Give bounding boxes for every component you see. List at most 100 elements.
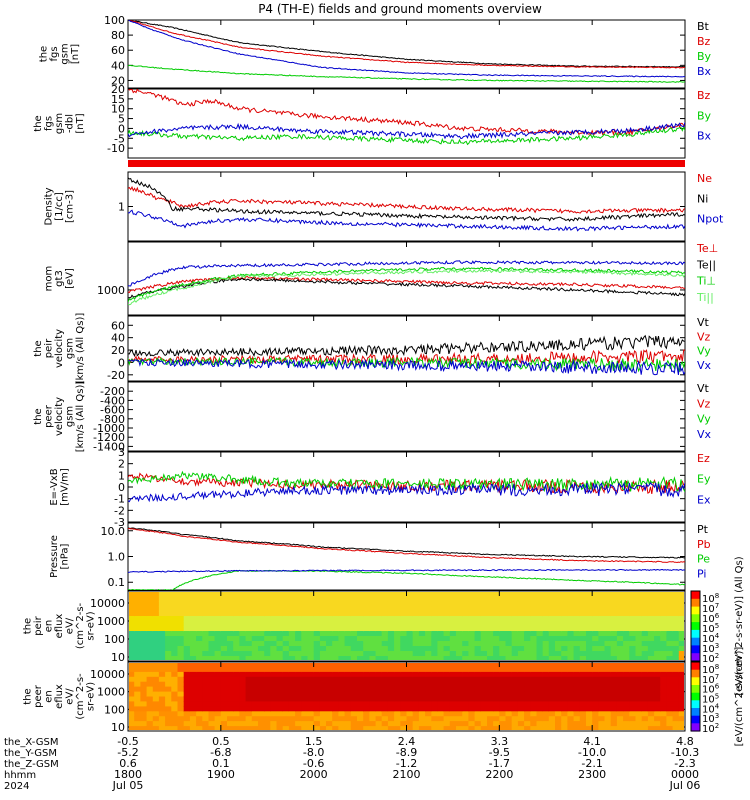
heat-cell <box>357 592 364 597</box>
heat-cell <box>517 636 525 642</box>
heat-cell <box>129 726 135 730</box>
heat-cell <box>604 691 612 698</box>
heat-cell <box>307 646 315 652</box>
heat-cell <box>474 721 482 727</box>
heat-cell <box>437 696 445 702</box>
heat-cell <box>462 651 469 657</box>
series-moments_temp-4 <box>128 259 685 287</box>
heat-cell <box>140 596 148 602</box>
heat-cell <box>165 621 172 627</box>
heat-cell <box>319 592 327 597</box>
heat-cell <box>134 592 141 597</box>
heat-cell <box>338 663 346 668</box>
heat-cell <box>134 706 141 712</box>
heat-cell <box>462 696 469 702</box>
heat-cell <box>425 706 432 712</box>
heat-cell <box>517 686 525 693</box>
heat-cell <box>462 671 469 678</box>
heat-cell <box>505 616 513 622</box>
heat-cell <box>338 666 346 673</box>
heat-cell <box>604 726 612 730</box>
heat-cell <box>183 681 191 688</box>
heat-cell <box>239 701 247 707</box>
heat-cell <box>567 616 575 622</box>
heat-cell <box>270 621 278 627</box>
heat-cell <box>387 726 395 730</box>
heat-cell <box>660 651 667 657</box>
heat-cell <box>202 621 210 627</box>
heat-cell <box>146 681 154 688</box>
heat-cell <box>548 606 556 612</box>
heat-cell <box>616 592 624 597</box>
heat-cell <box>524 671 531 678</box>
heat-cell <box>499 656 507 660</box>
heat-cell <box>313 666 321 673</box>
heat-cell <box>264 726 271 730</box>
heat-cell <box>561 601 568 607</box>
ytick-label-fgs_gsm_dbl-2: 10 <box>111 103 125 116</box>
heat-cell <box>400 686 408 693</box>
heat-cell <box>425 596 432 602</box>
heat-cell <box>474 592 482 597</box>
heat-cell <box>517 691 525 698</box>
heat-cell <box>418 706 426 712</box>
heat-cell <box>357 726 364 730</box>
heat-cell <box>183 596 191 602</box>
heat-cell <box>140 606 148 612</box>
heat-cell <box>295 686 302 693</box>
heat-cell <box>542 596 550 602</box>
heat-cell <box>654 641 661 647</box>
heat-cell <box>146 656 154 660</box>
heat-cell <box>660 701 667 707</box>
heat-cell <box>586 646 593 652</box>
ephem-label-4: 2024 <box>4 781 29 792</box>
heat-cell <box>282 651 290 657</box>
heat-cell <box>493 646 500 652</box>
heat-cell <box>369 681 377 688</box>
heat-cell <box>375 726 383 730</box>
heat-cell <box>363 601 370 607</box>
heat-cell <box>158 646 166 652</box>
heat-cell <box>332 641 339 647</box>
heat-cell <box>610 676 618 683</box>
heat-cell <box>332 671 339 678</box>
xtick-label-6: 0000 <box>671 768 699 781</box>
heat-cell <box>499 596 507 602</box>
heat-cell <box>406 701 414 707</box>
heat-cell <box>220 601 228 607</box>
heat-cell <box>264 671 271 678</box>
heat-cell <box>666 592 674 597</box>
heat-cell <box>189 616 197 622</box>
heat-cell <box>555 626 562 632</box>
heat-cell <box>344 686 352 693</box>
heat-cell <box>381 691 389 698</box>
heat-cell <box>394 596 401 602</box>
heat-cell <box>524 701 531 707</box>
heat-cell <box>468 611 476 617</box>
heat-cell <box>517 663 525 668</box>
heat-cell <box>610 596 618 602</box>
ylabel-peir_en_eflux-6: sr-eV) <box>86 611 97 640</box>
heat-cell <box>505 666 513 673</box>
heat-cell <box>437 601 445 607</box>
heat-cell <box>610 656 618 660</box>
heat-cell <box>499 726 507 730</box>
heat-cell <box>196 671 203 678</box>
heat-cell <box>375 656 383 660</box>
heat-cell <box>319 596 327 602</box>
heat-cell <box>214 701 222 707</box>
colorbar-tick-exp: 7 <box>715 602 719 610</box>
heat-cell <box>251 596 259 602</box>
heat-cell <box>220 592 228 597</box>
heat-cell <box>555 726 562 730</box>
heat-cell <box>561 666 568 673</box>
heat-cell <box>214 721 222 727</box>
heat-cell <box>394 716 401 722</box>
heat-cell <box>536 716 544 722</box>
heat-cell <box>623 646 630 652</box>
heat-cell <box>134 671 141 678</box>
heat-cell <box>561 716 568 722</box>
heat-cell <box>375 621 383 627</box>
heat-cell <box>462 611 469 617</box>
